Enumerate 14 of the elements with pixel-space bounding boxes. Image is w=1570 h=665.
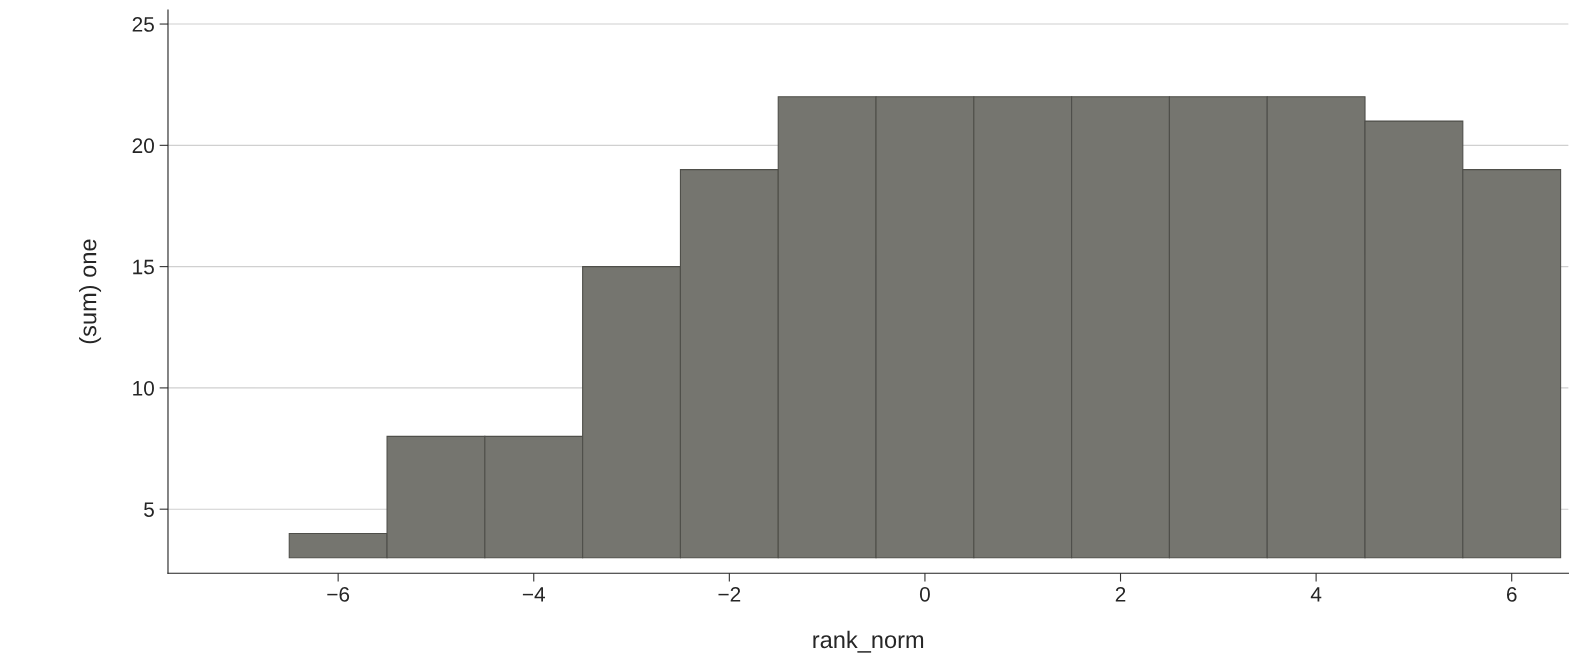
y-tick-label: 5 bbox=[144, 502, 154, 517]
y-tick-label: 25 bbox=[132, 17, 154, 32]
x-tick-label: 0 bbox=[919, 586, 930, 602]
y-tick-label: 15 bbox=[133, 259, 154, 275]
y-tick-label: 20 bbox=[132, 138, 154, 154]
x-tick-label: −4 bbox=[522, 587, 546, 602]
x-tick-label: 6 bbox=[1506, 586, 1517, 602]
x-tick-label: 2 bbox=[1115, 586, 1126, 602]
y-tick-label: 10 bbox=[133, 380, 154, 396]
x-tick-label: 4 bbox=[1310, 587, 1322, 602]
x-tick-label: −2 bbox=[718, 586, 741, 602]
y-axis-title: (sum) one bbox=[79, 239, 102, 344]
x-axis-title: rank_norm bbox=[813, 630, 924, 653]
x-tick-label: −6 bbox=[327, 586, 350, 602]
